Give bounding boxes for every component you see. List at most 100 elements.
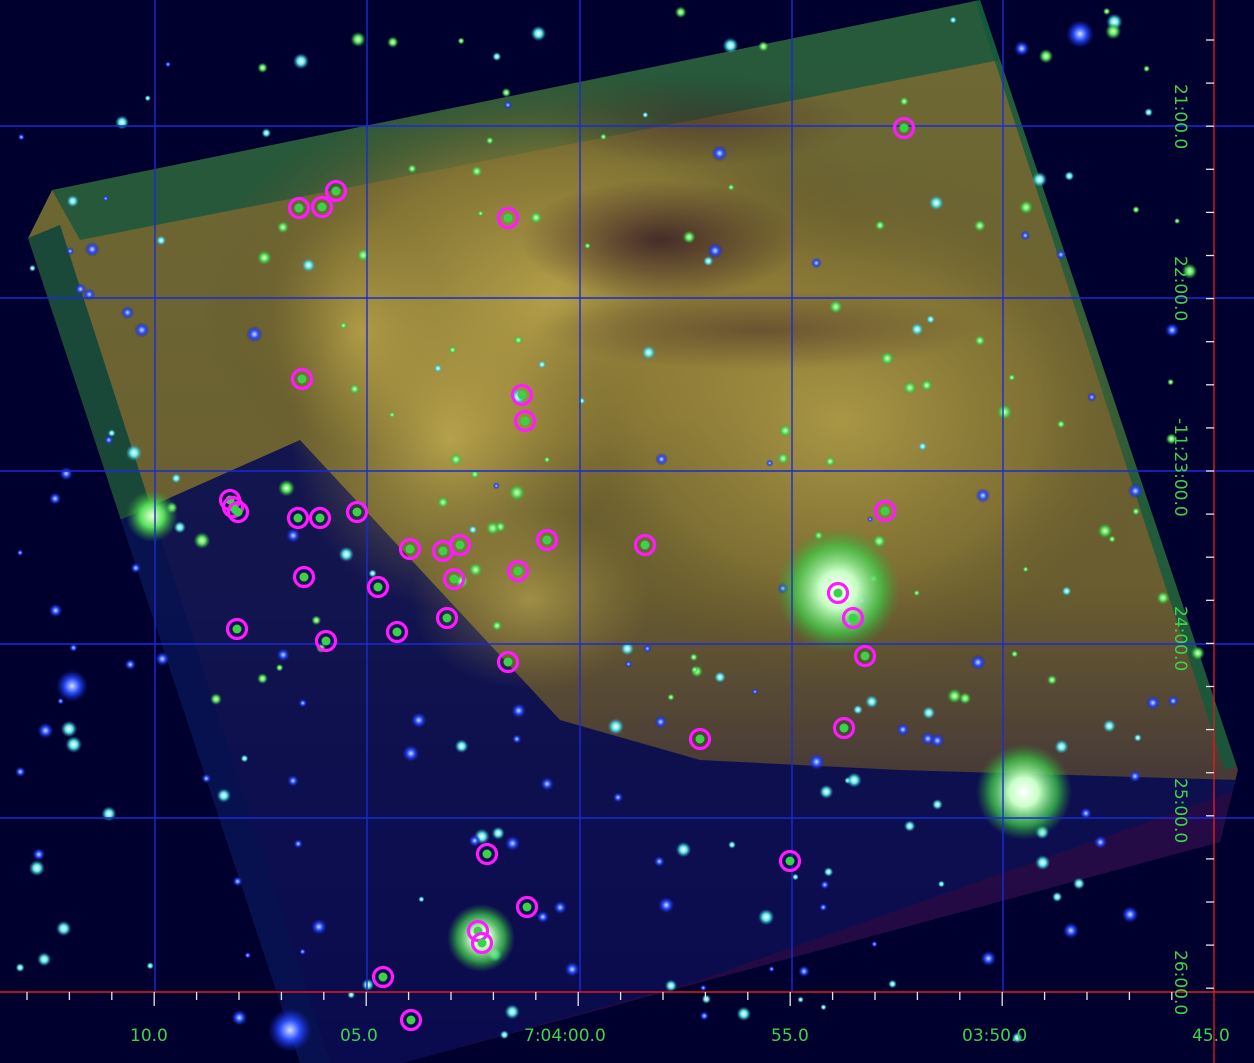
star	[244, 952, 251, 959]
source-marker-ring[interactable]	[435, 606, 459, 630]
star	[1087, 392, 1097, 402]
dec-tick-label: -11:23:00.0	[1170, 418, 1190, 517]
star	[871, 940, 878, 948]
source-marker-ring[interactable]	[286, 506, 310, 530]
source-marker-ring[interactable]	[371, 965, 395, 989]
source-marker-ring[interactable]	[832, 716, 856, 740]
marked-source	[321, 636, 331, 646]
source-marker-ring[interactable]	[398, 537, 422, 561]
star	[1181, 263, 1198, 279]
source-marker-ring[interactable]	[892, 116, 916, 140]
star	[728, 840, 736, 849]
star	[16, 549, 24, 556]
star	[553, 901, 567, 914]
source-marker-ring[interactable]	[310, 195, 334, 219]
source-marker-ring[interactable]	[448, 533, 472, 557]
star	[491, 826, 505, 840]
source-marker-ring[interactable]	[826, 581, 850, 605]
star	[536, 910, 549, 924]
marked-source	[406, 1015, 416, 1025]
star	[1011, 650, 1019, 658]
star	[165, 61, 171, 68]
source-marker-ring[interactable]	[345, 500, 369, 524]
star	[246, 325, 263, 343]
star	[508, 484, 526, 501]
star	[240, 754, 249, 763]
source-marker-ring[interactable]	[778, 849, 802, 873]
star	[819, 784, 834, 799]
source-marker-ring[interactable]	[226, 500, 250, 524]
ra-tick-label: 03:50.0	[962, 1026, 1028, 1046]
star	[703, 255, 714, 267]
star	[471, 165, 483, 177]
star	[980, 950, 997, 967]
source-marker-ring[interactable]	[221, 495, 245, 519]
star	[564, 961, 580, 977]
star	[691, 666, 699, 674]
source-marker-ring[interactable]	[510, 383, 534, 407]
source-marker-ring[interactable]	[535, 528, 559, 552]
source-marker-ring[interactable]	[366, 575, 390, 599]
star	[1121, 906, 1139, 923]
star	[853, 704, 863, 715]
star	[607, 718, 624, 735]
star	[642, 111, 649, 118]
star	[156, 235, 167, 246]
star	[1061, 586, 1072, 596]
source-marker-ring[interactable]	[475, 842, 499, 866]
star	[798, 965, 810, 978]
source-marker-ring[interactable]	[873, 499, 897, 523]
star	[17, 133, 25, 141]
star	[66, 195, 79, 208]
star	[1129, 770, 1141, 783]
star	[699, 1011, 709, 1021]
source-marker-ring[interactable]	[688, 727, 712, 751]
star	[751, 688, 759, 695]
star	[468, 562, 483, 577]
star	[278, 479, 295, 497]
star	[69, 643, 78, 652]
star	[231, 1009, 248, 1026]
source-marker-ring[interactable]	[633, 533, 657, 557]
source-marker-ring[interactable]	[225, 617, 249, 641]
star	[477, 210, 484, 217]
source-marker-ring[interactable]	[399, 1008, 423, 1032]
source-marker-ring[interactable]	[442, 567, 466, 591]
source-marker-ring[interactable]	[513, 409, 537, 433]
star	[820, 1004, 827, 1011]
source-marker-ring[interactable]	[470, 931, 494, 955]
source-marker-ring[interactable]	[292, 565, 316, 589]
star	[256, 250, 272, 266]
marked-source	[848, 613, 858, 623]
source-marker-ring[interactable]	[496, 206, 520, 230]
star	[674, 6, 687, 18]
source-marker-ring[interactable]	[324, 179, 348, 203]
source-marker-ring[interactable]	[515, 895, 539, 919]
star	[543, 456, 551, 464]
star	[1080, 807, 1092, 820]
source-marker-ring[interactable]	[385, 620, 409, 644]
star	[512, 734, 522, 744]
marked-source	[378, 972, 388, 982]
star	[641, 345, 656, 360]
source-marker-ring[interactable]	[506, 559, 530, 583]
source-marker-ring[interactable]	[308, 506, 332, 530]
source-marker-ring[interactable]	[853, 644, 877, 668]
source-marker-ring[interactable]	[496, 650, 520, 674]
star	[216, 788, 231, 803]
star	[492, 482, 500, 490]
star	[913, 589, 920, 597]
source-marker-ring[interactable]	[841, 606, 865, 630]
star	[338, 546, 354, 562]
source-marker-ring[interactable]	[466, 919, 490, 943]
star	[1132, 507, 1140, 516]
marked-source	[449, 574, 459, 584]
star	[511, 703, 526, 718]
source-marker-ring[interactable]	[290, 367, 314, 391]
star	[926, 314, 935, 324]
source-marker-ring[interactable]	[314, 629, 338, 653]
star	[57, 697, 64, 705]
source-marker-ring[interactable]	[287, 196, 311, 220]
marked-source	[860, 651, 870, 661]
